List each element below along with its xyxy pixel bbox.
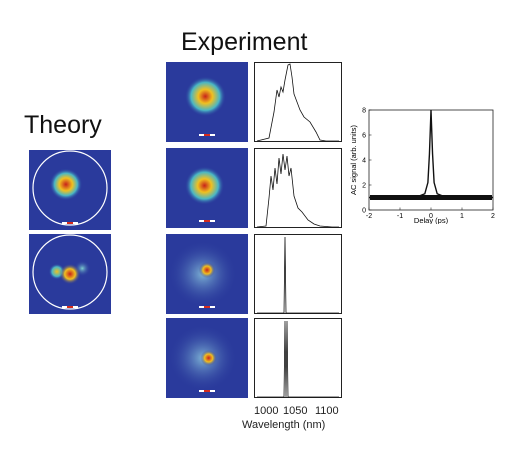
ac-x-tick-label: -1 xyxy=(397,213,403,220)
ac-y-tick-label: 2 xyxy=(362,183,366,190)
autocorrelation-chart: 0 2 4 6 8 -2 -1 0 1 2 AC signal (arb. units) Del… xyxy=(349,108,495,225)
ac-x-tick-label: -2 xyxy=(366,213,372,220)
ac-y-axis-label: AC signal (arb. units) xyxy=(349,124,358,195)
theory-mode-2 xyxy=(29,234,111,314)
experiment-title: Experiment xyxy=(181,28,308,56)
experiment-mode-1 xyxy=(166,62,248,142)
experiment-mode-4 xyxy=(166,318,248,398)
ac-y-tick-label: 6 xyxy=(362,133,366,140)
wavelength-axis-label: Wavelength (nm) xyxy=(242,419,326,431)
spectrum-3 xyxy=(254,234,342,314)
spectrum-1 xyxy=(254,62,342,142)
ac-y-tick-label: 0 xyxy=(362,208,366,215)
ac-y-tick-label: 4 xyxy=(362,158,366,165)
ac-x-tick-label: 1 xyxy=(460,213,464,220)
wavelength-tick-1000: 1000 xyxy=(254,405,279,417)
spectrum-4 xyxy=(254,318,342,398)
theory-title: Theory xyxy=(24,111,102,139)
experiment-mode-3 xyxy=(166,234,248,314)
ac-noise-band xyxy=(370,195,492,200)
theory-mode-1 xyxy=(29,150,111,230)
spectrum-2 xyxy=(254,148,342,228)
ac-y-tick-label: 8 xyxy=(362,108,366,115)
ac-x-tick-label: 0 xyxy=(429,213,433,220)
ac-x-axis-label: Delay (ps) xyxy=(414,216,449,224)
wavelength-tick-1100: 1100 xyxy=(315,405,339,417)
ac-x-tick-label: 2 xyxy=(491,213,495,220)
experiment-mode-2 xyxy=(166,148,248,228)
wavelength-tick-1050: 1050 xyxy=(283,405,308,417)
ac-series-line xyxy=(369,109,493,199)
